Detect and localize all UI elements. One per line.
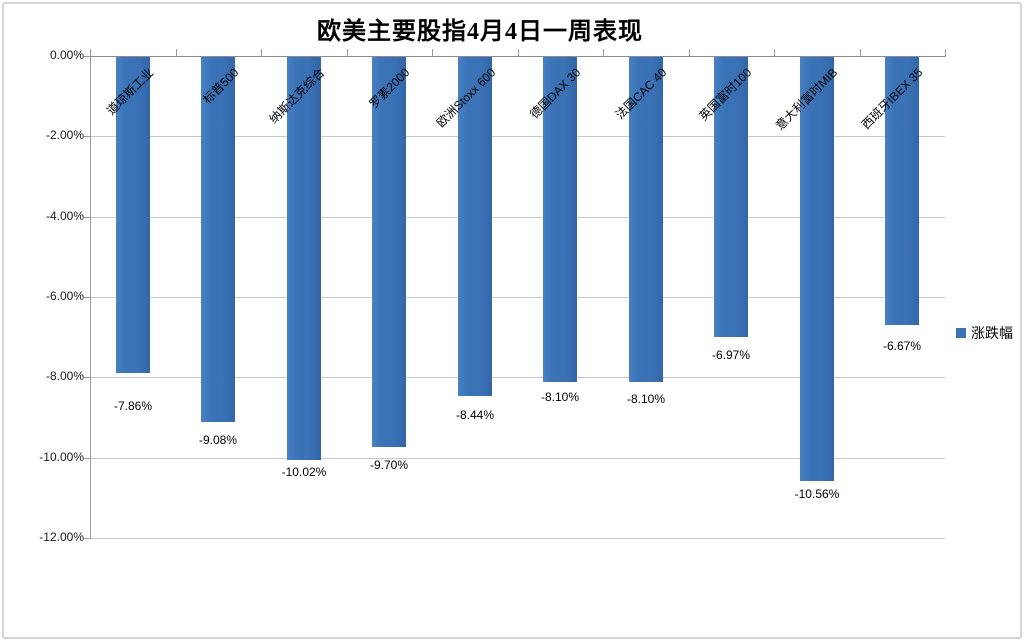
- y-axis-label: -6.00%: [45, 289, 84, 303]
- legend-swatch-icon: [956, 328, 966, 338]
- category-axis-tick: [432, 49, 433, 57]
- y-axis-tick: [84, 217, 91, 218]
- category-axis-tick: [518, 49, 519, 57]
- bar: [372, 57, 406, 447]
- y-axis-tick: [84, 56, 91, 57]
- y-axis-tick: [84, 136, 91, 137]
- y-axis-tick: [84, 297, 91, 298]
- bar: [458, 57, 492, 396]
- gridline: [90, 297, 945, 298]
- bar: [629, 57, 663, 382]
- gridline: [90, 458, 945, 459]
- y-axis-line: [90, 49, 91, 538]
- bar: [885, 57, 919, 325]
- gridline: [90, 538, 945, 539]
- value-label: -10.02%: [281, 465, 327, 479]
- bar: [543, 57, 577, 382]
- value-label: -7.86%: [113, 399, 153, 413]
- y-axis-label: -8.00%: [45, 369, 84, 383]
- value-label: -6.97%: [711, 348, 751, 362]
- y-axis-label: 0.00%: [49, 48, 84, 62]
- category-axis-tick: [176, 49, 177, 57]
- category-axis-tick: [945, 49, 946, 57]
- y-axis-label: -12.00%: [39, 530, 84, 544]
- category-axis-tick: [90, 49, 91, 57]
- bar: [800, 57, 834, 481]
- y-axis-tick: [84, 377, 91, 378]
- category-axis-tick: [774, 49, 775, 57]
- bar: [714, 57, 748, 337]
- value-label: -9.70%: [369, 458, 409, 472]
- category-axis-tick: [860, 49, 861, 57]
- value-label: -8.10%: [626, 392, 666, 406]
- y-axis-label: -4.00%: [45, 209, 84, 223]
- gridline: [90, 377, 945, 378]
- legend: 涨跌幅: [956, 323, 1013, 343]
- value-label: -9.08%: [198, 433, 238, 447]
- bar: [116, 57, 150, 373]
- category-axis-tick: [689, 49, 690, 57]
- value-label: -8.10%: [540, 390, 580, 404]
- chart-title: 欧美主要股指4月4日一周表现: [317, 19, 643, 45]
- value-label: -10.56%: [794, 487, 840, 501]
- bar: [287, 57, 321, 460]
- y-axis-tick: [84, 458, 91, 459]
- category-axis-tick: [261, 49, 262, 57]
- legend-label: 涨跌幅: [971, 325, 1013, 341]
- category-axis-tick: [603, 49, 604, 57]
- value-label: -8.44%: [455, 408, 495, 422]
- bar: [201, 57, 235, 422]
- value-label: -6.67%: [882, 339, 922, 353]
- gridline: [90, 217, 945, 218]
- y-axis-label: -10.00%: [39, 450, 84, 464]
- y-axis-tick: [84, 538, 91, 539]
- gridline: [90, 136, 945, 137]
- y-axis-label: -2.00%: [45, 128, 84, 142]
- zero-axis-line: [90, 56, 945, 57]
- category-axis-tick: [347, 49, 348, 57]
